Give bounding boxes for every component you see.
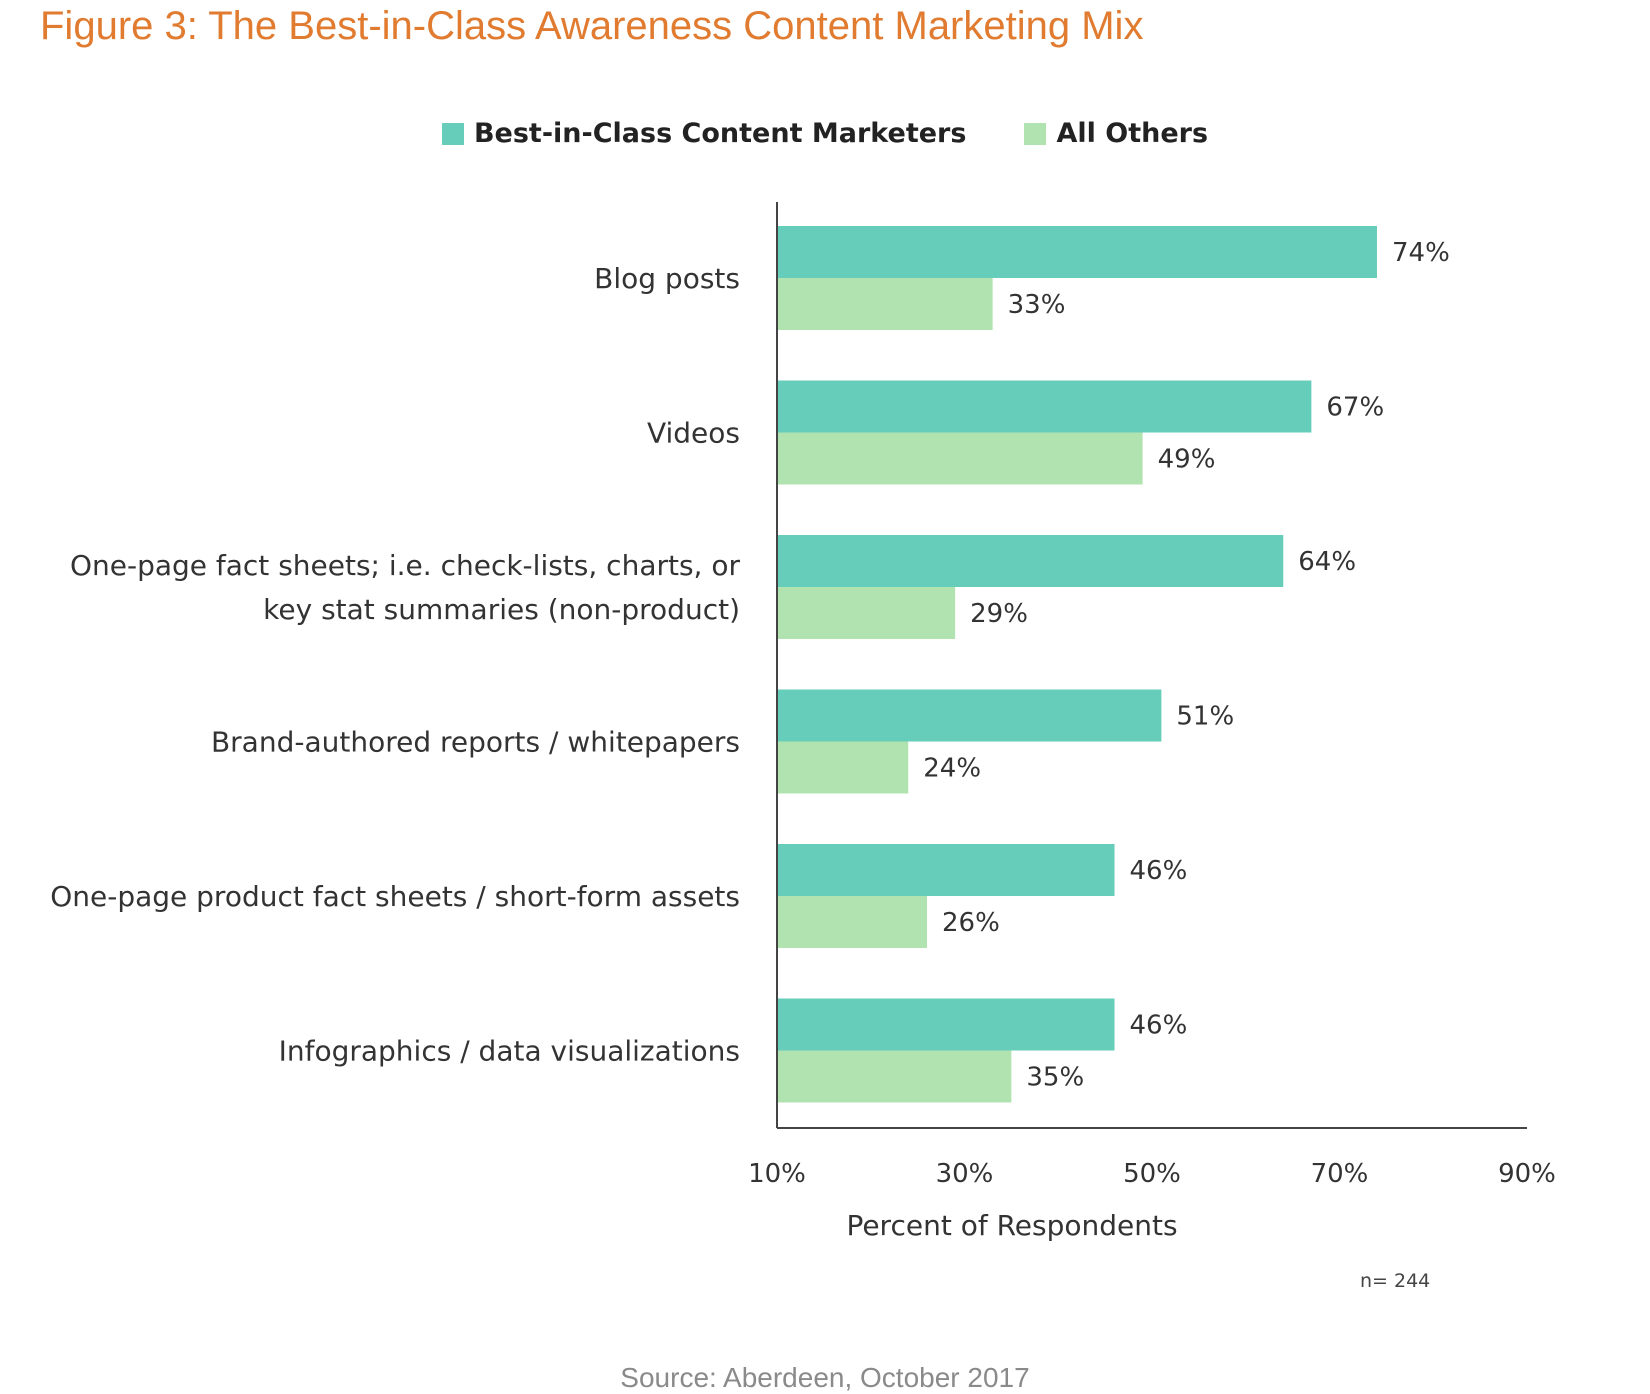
category-label: Infographics / data visualizations [279,1035,740,1068]
category-label: key stat summaries (non-product) [263,593,740,626]
source-note: Source: Aberdeen, October 2017 [620,1362,1030,1393]
data-label: 51% [1176,702,1234,732]
category-label: One-page fact sheets; i.e. check-lists, … [70,549,741,582]
data-label: 35% [1026,1063,1084,1093]
legend-item-best-in-class: Best-in-Class Content Marketers [441,118,967,149]
legend-swatch-best-in-class [441,122,464,145]
x-tick-label: 30% [936,1159,994,1189]
x-tick-label: 10% [748,1159,806,1189]
data-label: 64% [1298,547,1356,577]
figure-title: Figure 3: The Best-in-Class Awareness Co… [40,4,1144,48]
x-tick-label: 70% [1311,1159,1369,1189]
bar-all-others [777,896,927,948]
bar-all-others [777,741,909,794]
bar-best-in-class [777,535,1284,587]
data-label: 67% [1326,393,1384,423]
bar-all-others [777,432,1143,485]
bar-best-in-class [777,998,1115,1051]
sample-size-note: n= 244 [1360,1270,1431,1292]
data-label: 74% [1392,238,1450,268]
bar-best-in-class [777,380,1312,433]
category-label: One-page product fact sheets / short-for… [50,880,740,913]
legend-item-all-others: All Others [1024,118,1208,149]
category-label: Blog posts [594,262,740,295]
bar-best-in-class [777,226,1377,278]
bar-best-in-class [777,844,1115,896]
category-label: Brand-authored reports / whitepapers [211,726,740,759]
data-label: 33% [1008,290,1066,320]
data-label: 49% [1158,445,1216,475]
bar-all-others [777,1050,1012,1103]
data-label: 24% [923,754,981,784]
x-tick-label: 50% [1123,1159,1181,1189]
data-label: 46% [1130,856,1188,886]
category-label: Videos [647,417,740,450]
legend-label-all-others: All Others [1056,118,1209,149]
data-label: 29% [970,599,1028,629]
x-tick-label: 90% [1498,1159,1556,1189]
legend-label-best-in-class: Best-in-Class Content Marketers [473,118,967,149]
data-label: 26% [942,908,1000,938]
data-label: 46% [1130,1011,1188,1041]
chart-legend: Best-in-Class Content Marketers All Othe… [0,118,1650,149]
x-axis-title: Percent of Respondents [846,1209,1177,1242]
bar-all-others [777,587,956,639]
bar-all-others [777,278,993,330]
legend-swatch-all-others [1024,122,1047,145]
bar-best-in-class [777,689,1162,742]
